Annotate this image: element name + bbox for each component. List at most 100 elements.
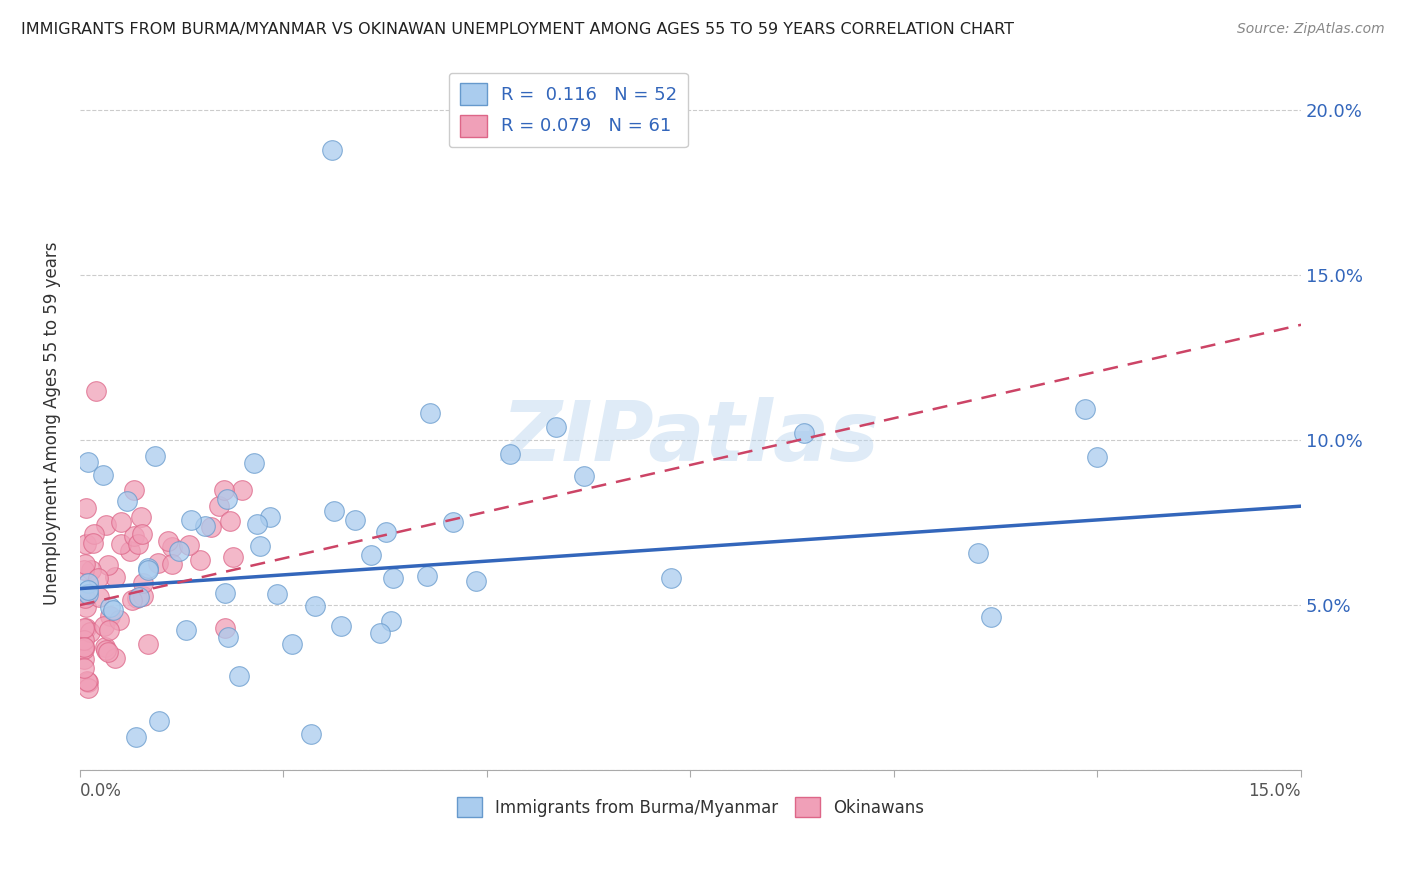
Point	[416, 568, 439, 582]
Point	[91, 468, 114, 483]
Point	[136, 563, 159, 577]
Point	[156, 533, 179, 548]
Point	[129, 509, 152, 524]
Point	[1074, 401, 1097, 416]
Point	[162, 541, 184, 555]
Point	[97, 623, 120, 637]
Point	[180, 513, 202, 527]
Point	[79, 564, 101, 578]
Point	[188, 553, 211, 567]
Point	[321, 143, 343, 157]
Point	[127, 591, 149, 605]
Point	[127, 537, 149, 551]
Y-axis label: Unemployment Among Ages 55 to 59 years: Unemployment Among Ages 55 to 59 years	[44, 242, 60, 606]
Legend: Immigrants from Burma/Myanmar, Okinawans: Immigrants from Burma/Myanmar, Okinawans	[450, 790, 931, 824]
Point	[118, 543, 141, 558]
Point	[73, 642, 96, 657]
Point	[249, 539, 271, 553]
Point	[93, 618, 115, 632]
Point	[793, 426, 815, 441]
Point	[101, 603, 124, 617]
Point	[77, 575, 100, 590]
Point	[75, 537, 97, 551]
Point	[212, 483, 235, 497]
Point	[73, 621, 96, 635]
Point	[136, 561, 159, 575]
Point	[121, 592, 143, 607]
Point	[259, 510, 281, 524]
Point	[323, 504, 346, 518]
Point	[177, 538, 200, 552]
Point	[73, 632, 96, 647]
Point	[122, 529, 145, 543]
Point	[73, 563, 96, 577]
Point	[215, 492, 238, 507]
Point	[544, 419, 567, 434]
Point	[131, 575, 153, 590]
Point	[330, 619, 353, 633]
Point	[94, 643, 117, 657]
Point	[76, 673, 98, 688]
Point	[344, 513, 367, 527]
Point	[84, 384, 107, 398]
Point	[967, 546, 990, 560]
Point	[499, 447, 522, 461]
Point	[132, 589, 155, 603]
Point	[266, 587, 288, 601]
Point	[73, 591, 96, 605]
Point	[246, 516, 269, 531]
Point	[128, 590, 150, 604]
Point	[243, 456, 266, 470]
Point	[231, 483, 253, 497]
Point	[115, 494, 138, 508]
Point	[100, 600, 122, 615]
Point	[441, 515, 464, 529]
Point	[572, 468, 595, 483]
Point	[148, 714, 170, 728]
Point	[77, 681, 100, 695]
Point	[77, 587, 100, 601]
Point	[280, 637, 302, 651]
Point	[104, 569, 127, 583]
Point	[200, 520, 222, 534]
Point	[82, 535, 104, 549]
Point	[419, 406, 441, 420]
Point	[73, 652, 96, 666]
Point	[375, 524, 398, 539]
Point	[304, 599, 326, 613]
Point	[97, 558, 120, 573]
Point	[83, 527, 105, 541]
Point	[75, 621, 97, 635]
Point	[174, 623, 197, 637]
Point	[219, 514, 242, 528]
Point	[145, 449, 167, 463]
Point	[77, 454, 100, 468]
Point	[368, 626, 391, 640]
Text: Source: ZipAtlas.com: Source: ZipAtlas.com	[1237, 22, 1385, 37]
Point	[77, 583, 100, 598]
Point	[77, 675, 100, 690]
Point	[228, 669, 250, 683]
Point	[360, 548, 382, 562]
Point	[107, 613, 129, 627]
Point	[131, 527, 153, 541]
Point	[146, 556, 169, 570]
Point	[208, 499, 231, 513]
Point	[98, 609, 121, 624]
Point	[980, 610, 1002, 624]
Point	[75, 558, 97, 572]
Point	[299, 726, 322, 740]
Point	[73, 640, 96, 654]
Point	[221, 549, 243, 564]
Point	[214, 586, 236, 600]
Point	[136, 637, 159, 651]
Text: 0.0%: 0.0%	[80, 782, 122, 800]
Point	[122, 483, 145, 497]
Point	[110, 515, 132, 529]
Point	[380, 614, 402, 628]
Point	[125, 730, 148, 744]
Point	[87, 571, 110, 585]
Point	[160, 558, 183, 572]
Point	[97, 645, 120, 659]
Point	[464, 574, 486, 589]
